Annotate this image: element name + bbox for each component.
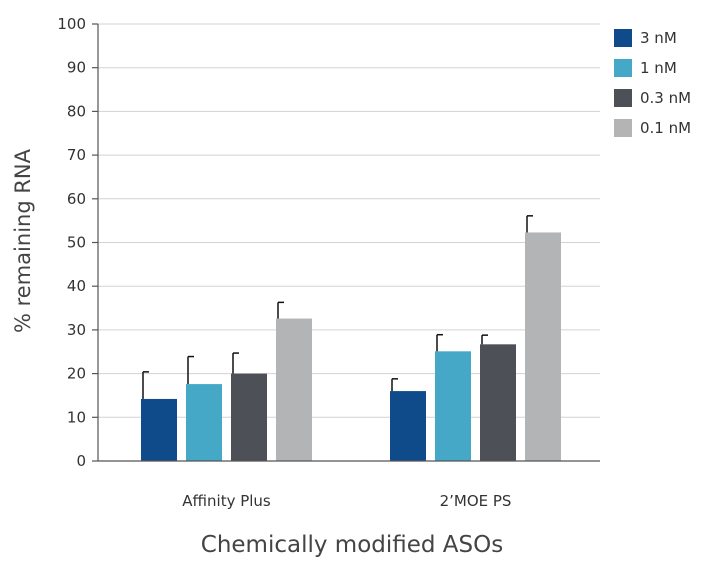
y-tick-label: 70 bbox=[67, 146, 86, 164]
y-tick-label: 80 bbox=[67, 102, 86, 120]
legend-label: 1 nM bbox=[640, 59, 677, 77]
y-tick-label: 40 bbox=[67, 277, 86, 295]
y-tick-label: 100 bbox=[57, 15, 86, 33]
bar bbox=[186, 384, 222, 461]
y-tick-label: 60 bbox=[67, 190, 86, 208]
legend-swatch bbox=[614, 89, 632, 107]
y-ticks: 0 10 20 30 40 50 60 70 80 90 100 bbox=[57, 15, 98, 470]
y-tick-label: 30 bbox=[67, 321, 86, 339]
bar bbox=[141, 398, 177, 461]
bars bbox=[141, 232, 561, 461]
x-category-label: 2’MOE PS bbox=[440, 492, 512, 510]
x-category-label: Affinity Plus bbox=[182, 492, 271, 510]
legend: 3 nM 1 nM 0.3 nM 0.1 nM bbox=[614, 29, 691, 137]
y-tick-label: 0 bbox=[76, 452, 86, 470]
error-bars bbox=[142, 215, 533, 399]
bar bbox=[231, 373, 267, 461]
bar bbox=[276, 318, 312, 461]
legend-swatch bbox=[614, 29, 632, 47]
y-tick-label: 90 bbox=[67, 59, 86, 77]
y-tick-label: 10 bbox=[67, 408, 86, 426]
legend-label: 0.3 nM bbox=[640, 89, 691, 107]
y-tick-label: 20 bbox=[67, 365, 86, 383]
y-axis-label: % remaining RNA bbox=[11, 148, 35, 333]
legend-label: 3 nM bbox=[640, 29, 677, 47]
gridlines bbox=[98, 23, 600, 418]
x-categories: Affinity Plus 2’MOE PS bbox=[182, 492, 511, 510]
bar bbox=[435, 351, 471, 461]
y-tick-label: 50 bbox=[67, 234, 86, 252]
x-axis-label: Chemically modified ASOs bbox=[201, 532, 503, 558]
legend-swatch bbox=[614, 59, 632, 77]
bar bbox=[390, 391, 426, 461]
legend-label: 0.1 nM bbox=[640, 119, 691, 137]
bar bbox=[480, 344, 516, 461]
legend-swatch bbox=[614, 119, 632, 137]
bar bbox=[525, 232, 561, 461]
